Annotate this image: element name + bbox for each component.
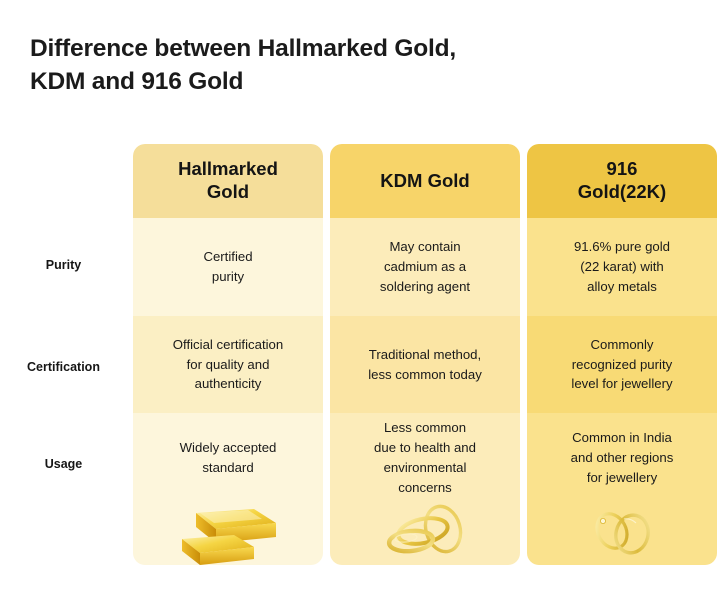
column-header-kdm-gold: KDM Gold	[330, 144, 520, 218]
comparison-table: Purity Certification Usage Hallmarked Gol…	[0, 144, 720, 566]
column-header-hallmarked-gold: Hallmarked Gold	[133, 144, 323, 218]
cell-916-usage: Common in India and other regions for jewe…	[570, 430, 674, 485]
row-label-purity: Purity	[45, 258, 82, 272]
column-hallmarked-gold: Hallmarked Gold Certified purity Official …	[133, 144, 323, 565]
gold-bangles-icon	[330, 503, 520, 565]
gold-bars-icon	[133, 503, 323, 565]
cell-hallmarked-certification: Official certification for quality and aut…	[133, 316, 323, 413]
row-label-column: Purity Certification Usage	[0, 144, 133, 566]
row-label-usage: Usage	[44, 457, 83, 471]
row-label-certification: Certification	[27, 360, 100, 374]
page-title: Difference between Hallmarked Gold, KDM a…	[30, 35, 456, 95]
cell-916-certification: Commonly recognized purity level for jewel…	[527, 316, 717, 413]
column-header-916-gold: 916 Gold(22K)	[527, 144, 717, 218]
cell-916-purity: 91.6% pure gold (22 karat) with alloy meta…	[573, 239, 671, 294]
cell-kdm-purity: May contain cadmium as a soldering agent	[379, 239, 471, 294]
cell-kdm-usage: Less common due to health and environmenta…	[374, 420, 476, 495]
gold-rings-icon	[527, 503, 717, 565]
cell-hallmarked-purity: Certified purity	[203, 249, 253, 284]
cell-kdm-certification: Traditional method, less common today	[330, 316, 520, 413]
cell-hallmarked-usage: Widely accepted standard	[179, 440, 277, 475]
column-kdm-gold: KDM Gold May contain cadmium as a solderin…	[330, 144, 520, 565]
column-916-gold: 916 Gold(22K) 91.6% pure gold (22 karat) w…	[527, 144, 717, 565]
